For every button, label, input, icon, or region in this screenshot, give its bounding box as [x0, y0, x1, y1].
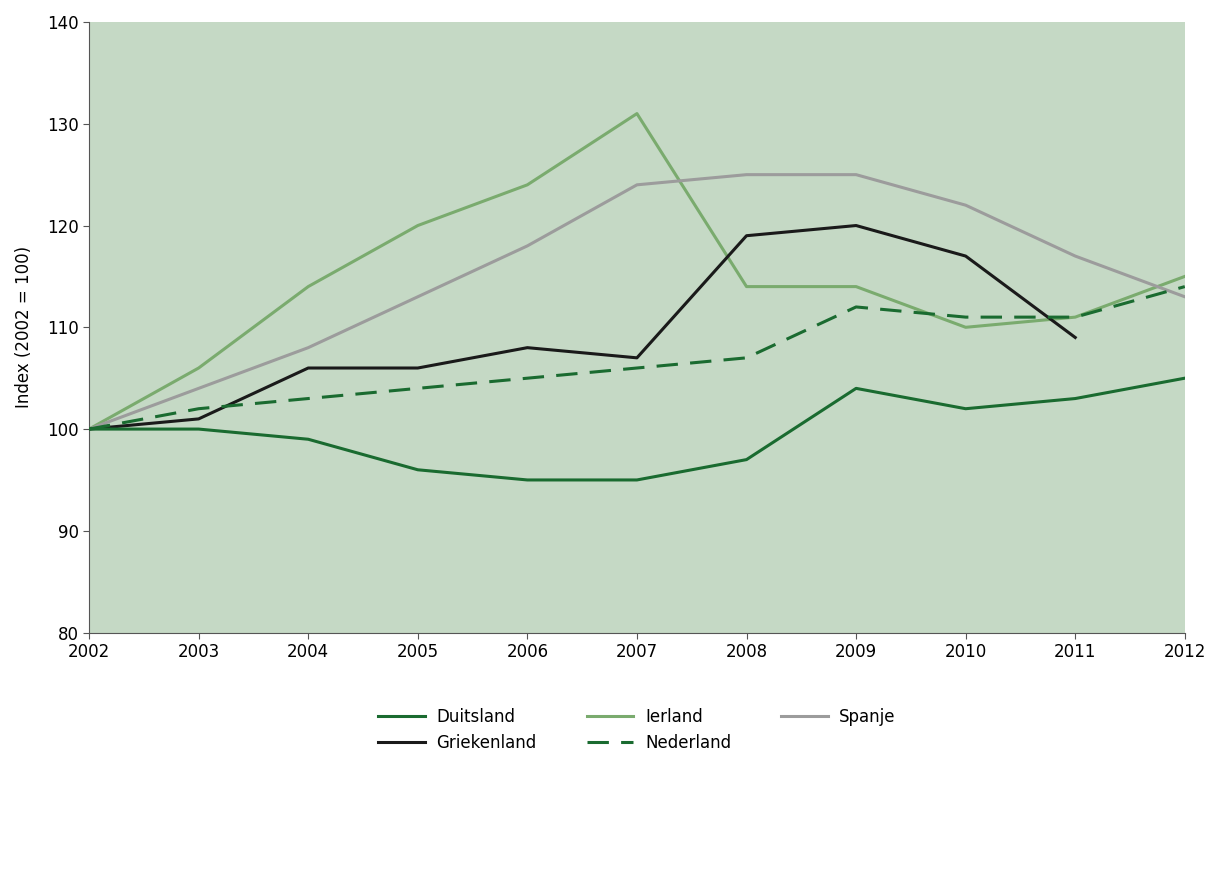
Legend: Duitsland, Griekenland, Ierland, Nederland, Spanje: Duitsland, Griekenland, Ierland, Nederla…	[371, 701, 902, 759]
Y-axis label: Index (2002 = 100): Index (2002 = 100)	[15, 246, 33, 409]
